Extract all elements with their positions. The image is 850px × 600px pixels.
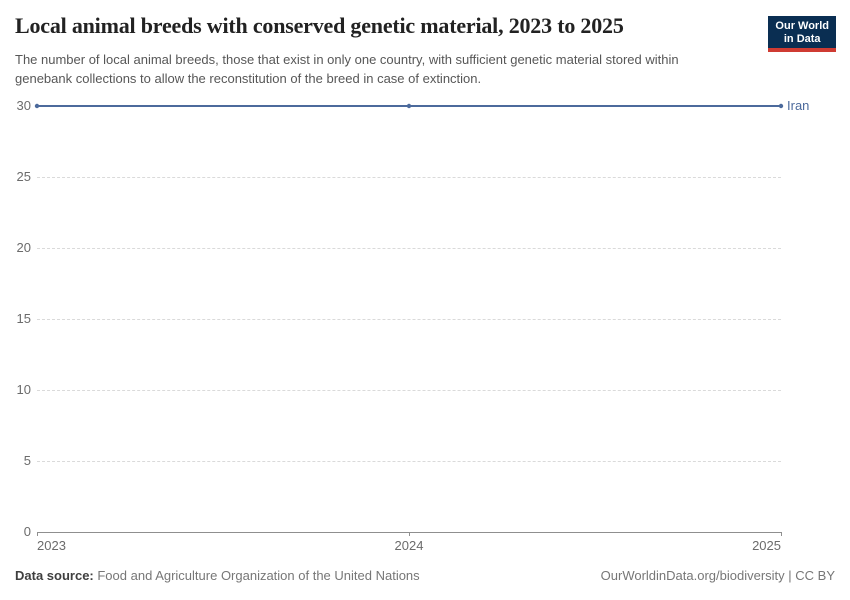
data-source-value: Food and Agriculture Organization of the… bbox=[93, 568, 420, 583]
data-point[interactable] bbox=[34, 103, 40, 109]
data-source-note: Data source: Food and Agriculture Organi… bbox=[15, 568, 420, 583]
x-tick bbox=[409, 532, 410, 536]
y-tick-label: 5 bbox=[23, 453, 31, 468]
y-tick-label: 30 bbox=[16, 98, 31, 113]
y-gridline bbox=[37, 248, 781, 249]
owid-logo-line1: Our World bbox=[775, 20, 829, 32]
owid-logo: Our World in Data bbox=[768, 16, 836, 52]
credit-link[interactable]: OurWorldinData.org/biodiversity | CC BY bbox=[600, 568, 835, 583]
series-label-iran[interactable]: Iran bbox=[787, 98, 810, 113]
y-tick-label: 25 bbox=[16, 169, 31, 184]
chart-title: Local animal breeds with conserved genet… bbox=[15, 13, 624, 38]
data-point[interactable] bbox=[778, 103, 784, 109]
y-gridline bbox=[37, 319, 781, 320]
data-point[interactable] bbox=[406, 103, 412, 109]
y-tick-label: 15 bbox=[16, 311, 31, 326]
y-tick-label: 10 bbox=[16, 382, 31, 397]
x-tick-label: 2023 bbox=[37, 538, 66, 553]
y-gridline bbox=[37, 461, 781, 462]
x-tick-label: 2025 bbox=[752, 538, 781, 553]
x-tick bbox=[781, 532, 782, 536]
y-gridline bbox=[37, 390, 781, 391]
chart-subtitle: The number of local animal breeds, those… bbox=[15, 52, 679, 86]
x-tick bbox=[37, 532, 38, 536]
y-gridline bbox=[37, 177, 781, 178]
plot-canvas[interactable] bbox=[34, 103, 784, 532]
y-tick-label: 20 bbox=[16, 240, 31, 255]
y-tick-label: 0 bbox=[23, 524, 31, 539]
x-tick-label: 2024 bbox=[394, 538, 424, 553]
data-source-label: Data source: bbox=[15, 568, 94, 583]
owid-logo-line2: in Data bbox=[783, 32, 821, 45]
